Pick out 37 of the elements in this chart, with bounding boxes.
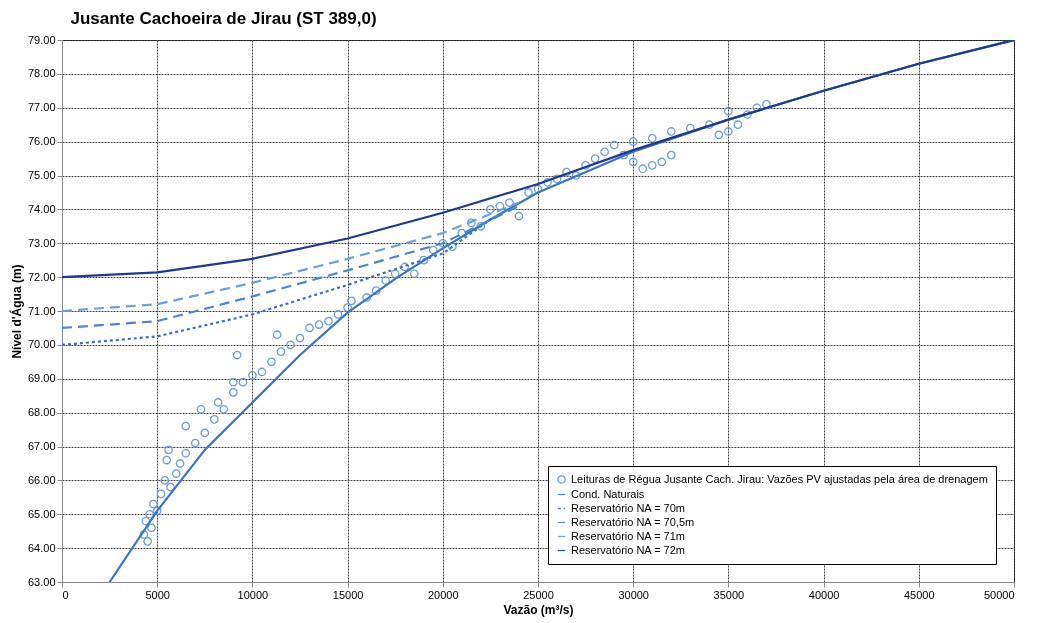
x-tick-label: 0 — [62, 588, 69, 601]
legend-label: Reservatório NA = 70,5m — [571, 515, 695, 528]
y-tick-label: 76.00 — [27, 135, 56, 148]
legend-label: Reservatório NA = 70m — [571, 501, 686, 514]
x-tick-label: 5000 — [145, 588, 170, 601]
y-tick-label: 73.00 — [27, 236, 56, 249]
y-tick-label: 74.00 — [27, 202, 56, 215]
y-tick-label: 69.00 — [27, 372, 56, 385]
y-tick-label: 70.00 — [27, 338, 56, 351]
x-tick-label: 35000 — [713, 588, 745, 601]
legend-label: Cond. Naturais — [571, 487, 645, 500]
x-tick-label: 15000 — [332, 588, 364, 601]
x-tick-label: 20000 — [428, 588, 459, 601]
y-tick-label: 65.00 — [27, 507, 56, 520]
y-tick-label: 71.00 — [27, 304, 56, 317]
x-tick-label: 10000 — [237, 588, 269, 601]
y-tick-label: 75.00 — [27, 169, 56, 181]
x-tick-label: 30000 — [618, 588, 649, 601]
x-axis-title: Vazão (m³/s) — [503, 602, 574, 617]
legend-label: Reservatório NA = 72m — [571, 543, 686, 556]
x-tick-label: 45000 — [904, 588, 935, 601]
y-tick-label: 66.00 — [27, 473, 56, 486]
y-tick-label: 68.00 — [27, 406, 56, 419]
y-tick-label: 67.00 — [27, 440, 56, 452]
y-tick-label: 64.00 — [27, 541, 56, 554]
y-tick-label: 79.00 — [27, 33, 56, 46]
chart-title: Jusante Cachoeira de Jirau (ST 389,0) — [70, 9, 377, 28]
y-tick-label: 77.00 — [27, 101, 56, 114]
x-tick-label: 50000 — [983, 588, 1015, 601]
y-axis-title: Nível d'Água (m) — [8, 264, 24, 359]
x-tick-label: 40000 — [808, 588, 840, 601]
y-tick-label: 63.00 — [27, 575, 56, 588]
x-tick-label: 25000 — [523, 588, 554, 601]
legend-label: Leituras de Régua Jusante Cach. Jirau: Vazões PV ajustadas pela área de drenagem — [571, 472, 988, 485]
y-tick-label: 72.00 — [27, 270, 56, 283]
y-tick-label: 78.00 — [27, 67, 56, 80]
legend-label: Reservatório NA = 71m — [571, 529, 686, 542]
